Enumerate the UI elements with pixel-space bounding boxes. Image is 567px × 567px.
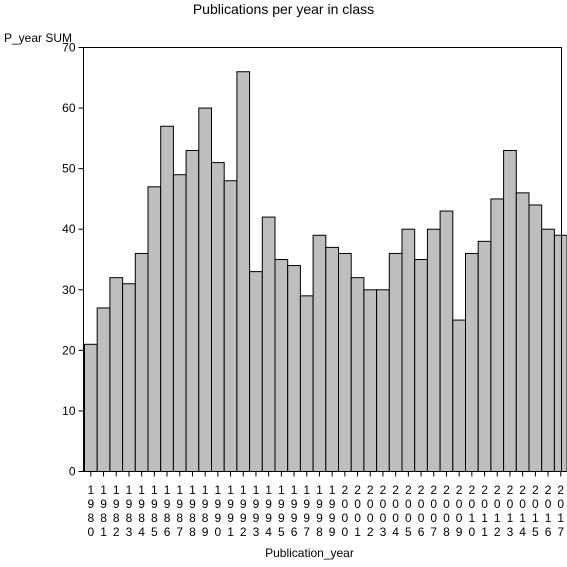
bar-1997 <box>299 295 314 472</box>
bar-2015 <box>528 204 543 473</box>
bar-1995 <box>274 259 289 472</box>
bar-1987 <box>172 174 187 472</box>
y-axis-title: P_year SUM <box>4 31 73 45</box>
bar-2003 <box>376 289 390 473</box>
bar-1982 <box>109 277 124 473</box>
y-tick-label: 40 <box>62 222 76 236</box>
y-tick-label: 0 <box>69 465 76 479</box>
bar-2004 <box>388 252 403 472</box>
bar-1984 <box>134 252 149 472</box>
bar-2010 <box>465 252 479 472</box>
bar-1998 <box>312 234 327 472</box>
bar-1989 <box>198 107 213 472</box>
bar-2005 <box>401 228 416 472</box>
bar-2007 <box>426 228 441 472</box>
bar-1990 <box>211 162 225 472</box>
bar-2013 <box>503 149 517 472</box>
bar-1983 <box>122 283 136 473</box>
y-tick-label: 10 <box>62 404 76 418</box>
bar-1991 <box>223 180 238 472</box>
bar-1985 <box>147 186 162 472</box>
y-tick-label: 60 <box>62 101 76 115</box>
bar-1994 <box>261 216 276 472</box>
bar-1980 <box>84 343 98 472</box>
bar-2017 <box>553 234 567 472</box>
bar-2012 <box>490 198 505 472</box>
bar-2002 <box>363 289 378 473</box>
y-tick-label: 30 <box>62 283 76 297</box>
bar-2008 <box>439 210 454 472</box>
y-tick-label: 70 <box>62 41 76 55</box>
y-tick-label: 20 <box>62 343 76 357</box>
bar-1999 <box>325 246 339 472</box>
x-axis-title: Publication_year <box>265 546 354 560</box>
y-tick-label: 50 <box>62 162 76 176</box>
bars-group <box>84 71 567 473</box>
bar-1986 <box>160 125 174 473</box>
y-axis: 0 10 20 30 40 50 60 70 <box>62 41 84 479</box>
bar-2009 <box>452 319 466 472</box>
x-axis: 1 9 8 0 1 9 8 1 1 9 8 2 1 9 8 3 1 9 8 4 1 9 8 5 1 9 8 6 1 9 8 7 1 9 8 8 1 9 8 9… <box>88 471 564 539</box>
chart-title: Publications per year in class <box>192 1 375 17</box>
bar-2016 <box>541 228 555 472</box>
bar-1996 <box>287 265 301 472</box>
bar-2000 <box>338 252 352 472</box>
bar-2001 <box>350 277 365 473</box>
bar-1981 <box>96 307 111 472</box>
bar-1992 <box>236 71 251 472</box>
bar-1993 <box>249 271 263 472</box>
bar-1988 <box>185 149 200 472</box>
bar-2006 <box>414 259 428 472</box>
plot-frame <box>83 47 562 472</box>
bar-2014 <box>515 192 530 472</box>
bar-2011 <box>477 240 492 472</box>
